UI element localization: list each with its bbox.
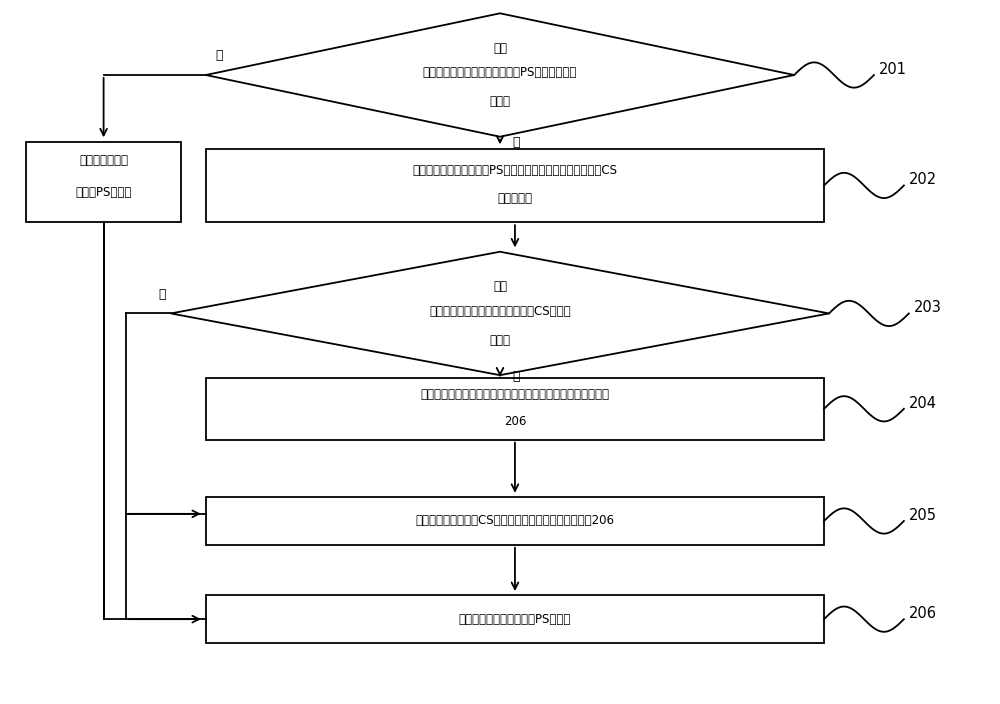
- Text: 否: 否: [512, 136, 519, 149]
- Text: 域寻呼消息: 域寻呼消息: [497, 191, 532, 205]
- Text: 是: 是: [216, 49, 223, 63]
- Text: 用户卡需要接收广播消息或者处理CS域通信: 用户卡需要接收广播消息或者处理CS域通信: [429, 305, 571, 318]
- Text: 户卡的PS域业务: 户卡的PS域业务: [75, 186, 132, 199]
- Text: 恢复处理第二用户卡上的PS域业务: 恢复处理第二用户卡上的PS域业务: [459, 612, 571, 626]
- Text: 206: 206: [909, 606, 937, 621]
- Text: 是: 是: [512, 370, 519, 383]
- Text: 处理第一用户卡上的CS域通信业务，处理完毕后，执行206: 处理第一用户卡上的CS域通信业务，处理完毕后，执行206: [415, 515, 614, 527]
- Text: 暂停处理第二用户卡上的PS域业务，并接收第一用户卡上的CS: 暂停处理第二用户卡上的PS域业务，并接收第一用户卡上的CS: [412, 163, 617, 177]
- Text: 否: 否: [158, 288, 166, 301]
- Text: 203: 203: [914, 301, 942, 315]
- Text: 202: 202: [909, 172, 937, 187]
- Text: 用户卡需要处理高实时性业务，PS域数据为关键: 用户卡需要处理高实时性业务，PS域数据为关键: [423, 66, 577, 80]
- Text: 接收第一用户卡上的广播消息并进行处理，处理完毕后，执行: 接收第一用户卡上的广播消息并进行处理，处理完毕后，执行: [420, 389, 609, 401]
- Text: 数据？: 数据？: [490, 95, 511, 108]
- Text: 205: 205: [909, 508, 937, 523]
- Text: 业务？: 业务？: [490, 334, 511, 346]
- Text: 保持处理第二用: 保持处理第二用: [79, 154, 128, 168]
- Text: 204: 204: [909, 396, 937, 410]
- Text: 第一: 第一: [493, 280, 507, 294]
- Text: 206: 206: [504, 415, 526, 428]
- Text: 第一: 第一: [493, 42, 507, 55]
- Text: 201: 201: [879, 62, 907, 77]
